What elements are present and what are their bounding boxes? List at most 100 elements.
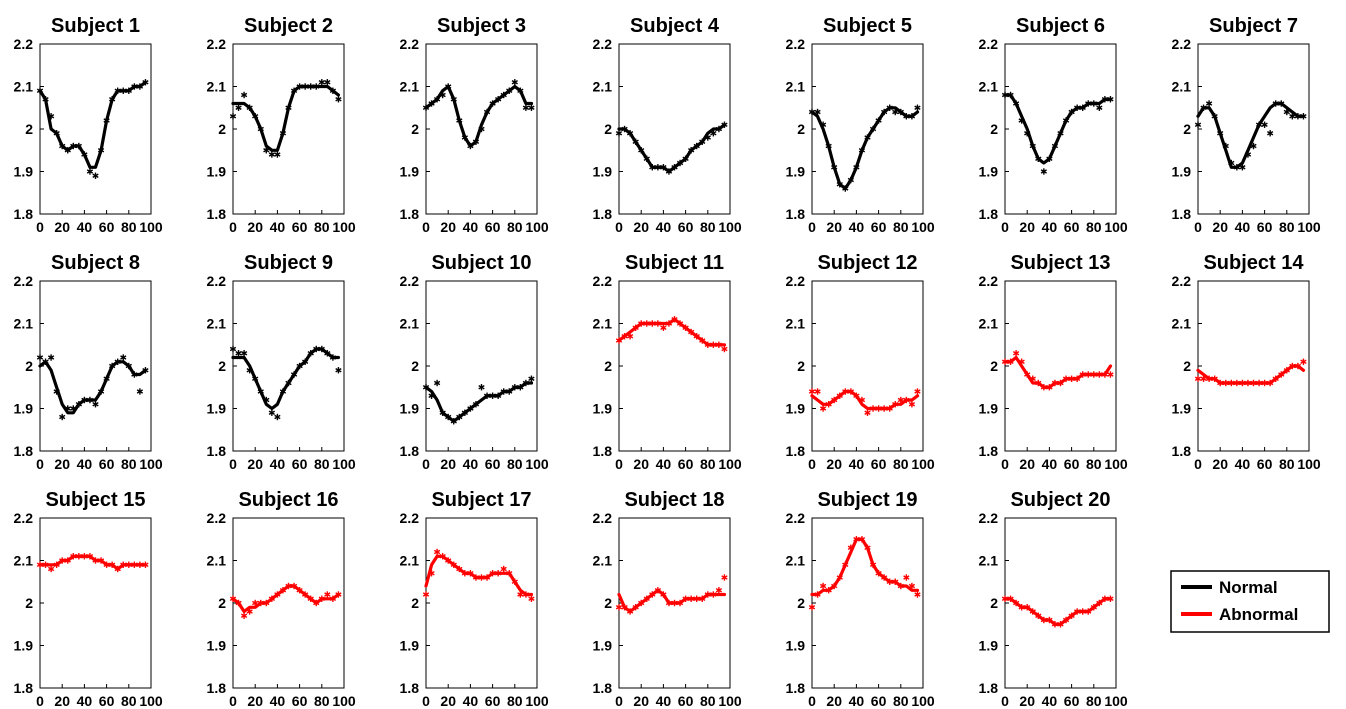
subject-10-ytick-label: 2.2: [400, 273, 420, 289]
subject-20-data-point: [1096, 599, 1103, 607]
subject-16-ytick-label: 2.2: [207, 510, 227, 526]
subject-10-data-point: [445, 413, 452, 421]
subject-20-data-point: [1035, 612, 1042, 619]
subject-20-xtick-label: 80: [1086, 693, 1102, 709]
subject-16-data-point: [290, 582, 298, 590]
subject-11-data-point: [693, 333, 700, 340]
subject-6-data-point: [1090, 100, 1097, 107]
subject-11-ytick-label: 2.2: [593, 273, 613, 289]
subject-3-xtick-label: 40: [463, 219, 479, 235]
subject-15-data-point: [59, 557, 66, 564]
subject-20-panel: Subject 20 1.8 1.9 2 2.1 2.2 0 20 40 60 80 100: [979, 489, 1128, 709]
subject-9-xtick-label: 60: [292, 456, 308, 472]
subject-2-ytick-label: 2: [218, 121, 226, 137]
subject-12-data-point: [808, 388, 816, 395]
subject-6-data-point: [1001, 91, 1009, 99]
subject-7-data-point: [1300, 113, 1307, 120]
subject-13-data-point: [1096, 371, 1103, 378]
subject-19-data-point: [842, 561, 849, 568]
subject-14-xtick-label: 80: [1279, 456, 1295, 472]
subject-11-data-point: [660, 324, 667, 331]
subject-4-data-point: [676, 159, 684, 167]
subject-17-data-point: [467, 570, 474, 577]
subject-15-data-point: [114, 565, 121, 573]
subject-3-data-point: [472, 138, 480, 145]
subject-14-data-point: [1194, 375, 1202, 382]
subject-16-data-point: [324, 591, 331, 598]
subject-8-data-point: [42, 358, 49, 365]
subject-10-title: Subject 10: [431, 252, 531, 274]
subject-1-data-point: [109, 96, 116, 103]
subject-2-data-point: [318, 79, 325, 86]
subject-16-ytick-label: 2: [218, 595, 226, 611]
subject-9-data-point: [335, 367, 342, 374]
subject-11-xtick-label: 100: [718, 456, 742, 472]
subject-11-xtick-label: 80: [700, 456, 716, 472]
subject-16-data-point: [263, 599, 270, 607]
subject-10-data-point: [483, 392, 491, 399]
subject-7-data-point: [1289, 113, 1296, 120]
subject-6-panel: Subject 6 1.8 1.9 2 2.1 2.2 0 20 40 60 80 100: [979, 15, 1128, 235]
subject-11-data-point: [704, 341, 711, 348]
subject-4-data-point: [693, 142, 700, 150]
subject-17-xtick-label: 20: [440, 693, 456, 709]
subject-14-xtick-label: 60: [1257, 456, 1273, 472]
subject-18-ytick-label: 1.8: [593, 680, 613, 696]
subject-13-ytick-label: 2.2: [979, 273, 999, 289]
subject-1-data-point: [75, 142, 82, 150]
subject-7-series-line: [1196, 101, 1306, 169]
subject-10-xtick-label: 40: [463, 456, 479, 472]
subject-4-data-point: [649, 164, 656, 171]
subject-15-xtick-label: 40: [77, 693, 93, 709]
subject-13-data-point: [1101, 371, 1109, 378]
subject-12-data-point: [869, 405, 877, 412]
subject-13-data-point: [1029, 375, 1036, 382]
subject-3-ytick-label: 2.1: [400, 79, 420, 95]
subject-14-data-point: [1233, 379, 1240, 387]
subject-14-data-point: [1272, 375, 1279, 382]
subject-7-data-point: [1278, 100, 1285, 107]
subject-18-data-point: [654, 587, 661, 594]
subject-15-xtick-label: 0: [36, 693, 44, 709]
subject-15-panel: Subject 15 1.8 1.9 2 2.1 2.2 0 20 40 60 80 100: [14, 489, 163, 709]
subject-18-panel: Subject 18 1.8 1.9 2 2.1 2.2 0 20 40 60 80 100: [593, 489, 742, 709]
subject-16-data-point: [307, 595, 314, 602]
subject-2-data-point: [240, 91, 248, 99]
subject-13-data-point: [1035, 379, 1042, 387]
subject-1-data-point: [114, 87, 121, 94]
subject-12-data-point: [897, 396, 904, 404]
subject-15-data-point: [53, 561, 60, 568]
subject-19-xtick-label: 40: [849, 693, 865, 709]
subject-10-data-point: [506, 388, 513, 395]
subject-3-data-point: [467, 142, 474, 150]
subject-11-xtick-label: 40: [656, 456, 672, 472]
subject-7-title: Subject 7: [1209, 15, 1298, 37]
subject-2-data-point: [285, 104, 292, 111]
subject-3-series-line: [424, 84, 534, 148]
subject-3-ytick-label: 1.9: [400, 164, 420, 180]
subject-11-data-point: [632, 324, 639, 331]
subject-5-data-point: [892, 108, 899, 116]
subject-18-xtick-label: 20: [633, 693, 649, 709]
subject-19-data-point: [886, 578, 893, 585]
subject-7-ytick-label: 1.9: [1172, 164, 1192, 180]
subject-2-ytick-label: 1.8: [207, 206, 227, 222]
subject-8-data-point: [86, 396, 94, 404]
subject-16-data-point: [257, 599, 264, 607]
subject-5-xtick-label: 60: [871, 219, 887, 235]
subject-10-data-point: [478, 384, 485, 391]
subject-17-data-point: [439, 553, 446, 560]
subject-17-xtick-label: 0: [422, 693, 430, 709]
subject-17-xtick-label: 100: [525, 693, 549, 709]
subject-14-data-point: [1205, 375, 1213, 382]
subject-3-data-point: [506, 87, 513, 94]
subject-11-data-point: [710, 341, 717, 348]
subject-17-data-point: [461, 570, 468, 577]
subject-3-data-point: [511, 79, 518, 86]
subject-15-ytick-label: 1.8: [14, 680, 34, 696]
subject-3-data-point: [456, 117, 463, 124]
subject-1-data-point: [103, 117, 110, 124]
subject-20-data-point: [1046, 616, 1053, 624]
subject-2-data-point: [324, 79, 331, 86]
subject-15-ytick-label: 1.9: [14, 638, 34, 654]
